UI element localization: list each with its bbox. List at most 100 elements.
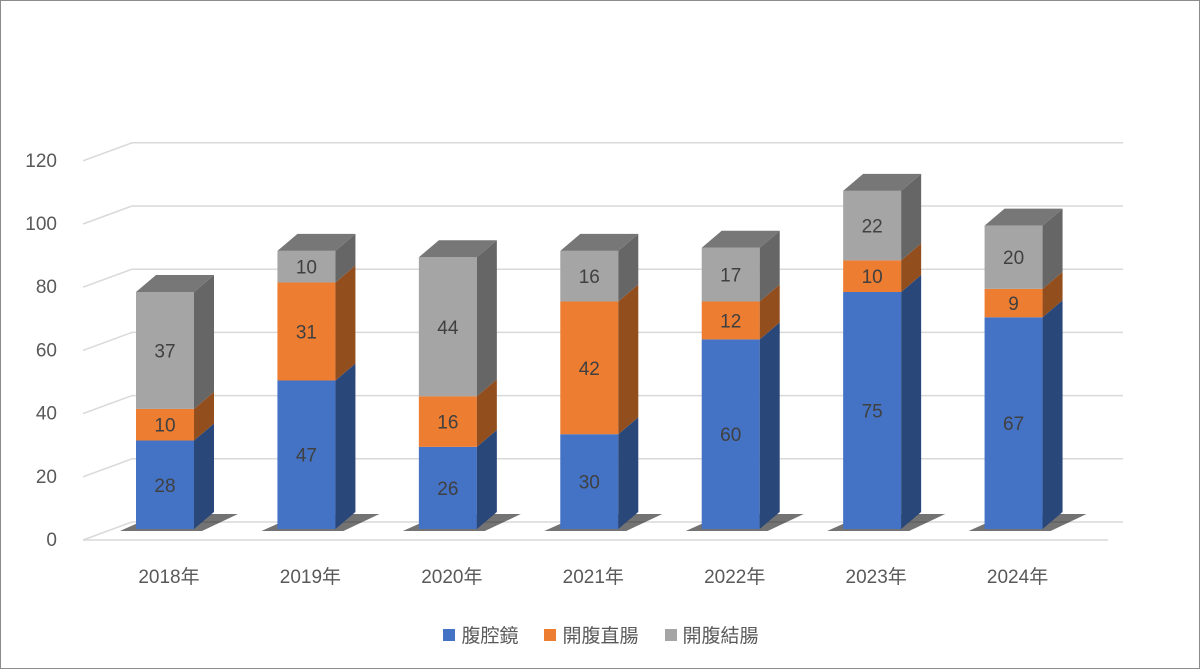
bar-top [277,233,356,251]
bar-side [1042,208,1063,289]
bar-segment [560,417,639,529]
bars [136,173,1063,529]
y-tick-label: 0 [46,530,57,551]
bar-side [901,275,922,529]
data-label: 31 [296,323,317,344]
bar-segment [701,230,780,302]
gridline [82,268,1123,288]
bar-segment [984,208,1063,289]
data-label: 17 [720,266,741,287]
data-label: 22 [862,217,883,238]
bar-side [901,243,922,292]
bar-top [418,240,497,258]
x-tick-label: 2022年 [704,566,765,588]
data-label: 42 [579,359,600,380]
data-label: 67 [1003,414,1024,435]
data-label: 47 [296,446,317,467]
data-label: 9 [1008,294,1019,315]
data-label: 10 [154,416,175,437]
data-label: 30 [579,473,600,494]
bar-segment [843,275,922,529]
bar-side [335,363,356,529]
bar-front [418,257,477,397]
bar-front [701,301,760,340]
x-tick-label: 2023年 [846,566,907,588]
bar-front [277,250,336,283]
bar-side [194,275,214,409]
bar-front [843,292,902,529]
bar-front [560,301,619,435]
y-axis-ticks: 0 20 40 60 80 100 120 [25,151,57,551]
x-tick-label: 2019年 [280,566,341,588]
gridline [82,205,1123,225]
y-tick-label: 60 [36,340,57,361]
bar-side [335,265,356,381]
bar-side [901,173,922,261]
bar-front [277,380,336,529]
y-tick-label: 20 [36,467,57,488]
bar-front [701,339,760,529]
bar-side [335,233,356,283]
bar-side [194,391,214,441]
legend-label: 開腹結腸 [682,625,759,647]
data-label: 10 [296,258,317,279]
bar-segment [418,240,497,397]
bar-segment [701,284,780,340]
bar-segment [136,391,214,441]
bar-segment [418,379,497,447]
bar-front [560,434,619,529]
data-label: 10 [862,267,883,288]
bar-segment [418,429,497,529]
legend-swatch [664,628,677,641]
data-label: 26 [437,479,458,500]
bar-segment [136,275,214,409]
data-label: 37 [154,341,175,362]
x-tick-label: 2018年 [138,566,199,588]
bar-side [476,429,497,529]
bar-segment [984,271,1063,318]
bar-side [194,423,214,529]
legend-item-laparoscopic: 腹腔鏡 [443,621,518,648]
bar-front [136,292,194,409]
bar-side [618,284,639,435]
x-tick-label: 2021年 [563,566,624,588]
bar-front [136,440,194,529]
bar-front [418,396,477,447]
bar-top [701,230,780,248]
legend: 腹腔鏡 開腹直腸 開腹結腸 [1,621,1199,648]
bar-side [759,230,780,302]
data-label: 16 [437,413,458,434]
gridline [82,394,1123,415]
gridline [82,331,1123,352]
bar-side [476,240,497,397]
bar-top [843,173,922,191]
bar-side [476,379,497,447]
y-tick-label: 120 [25,151,57,172]
bar-front [701,247,760,302]
gridline [82,458,1123,478]
gridlines [82,142,1123,541]
x-tick-label: 2020年 [421,566,482,588]
bar-side [618,417,639,529]
bar-front [984,317,1043,529]
data-label: 12 [720,311,741,332]
data-label: 75 [862,402,883,423]
bar-front [560,250,619,302]
legend-label: 腹腔鏡 [461,625,519,647]
bar-front [843,260,902,292]
bar-side [759,322,780,529]
bar-segment [560,284,639,435]
x-tick-label: 2024年 [987,566,1048,588]
bar-front [277,282,336,381]
bar-segment [984,300,1063,529]
bar-front [984,288,1043,318]
gridline [82,142,1123,162]
data-label: 44 [437,318,459,339]
data-label: 20 [1003,248,1024,269]
bar-segment [277,233,356,283]
bar-top [984,208,1063,226]
bar-segment [277,265,356,381]
gridline [82,521,1123,541]
